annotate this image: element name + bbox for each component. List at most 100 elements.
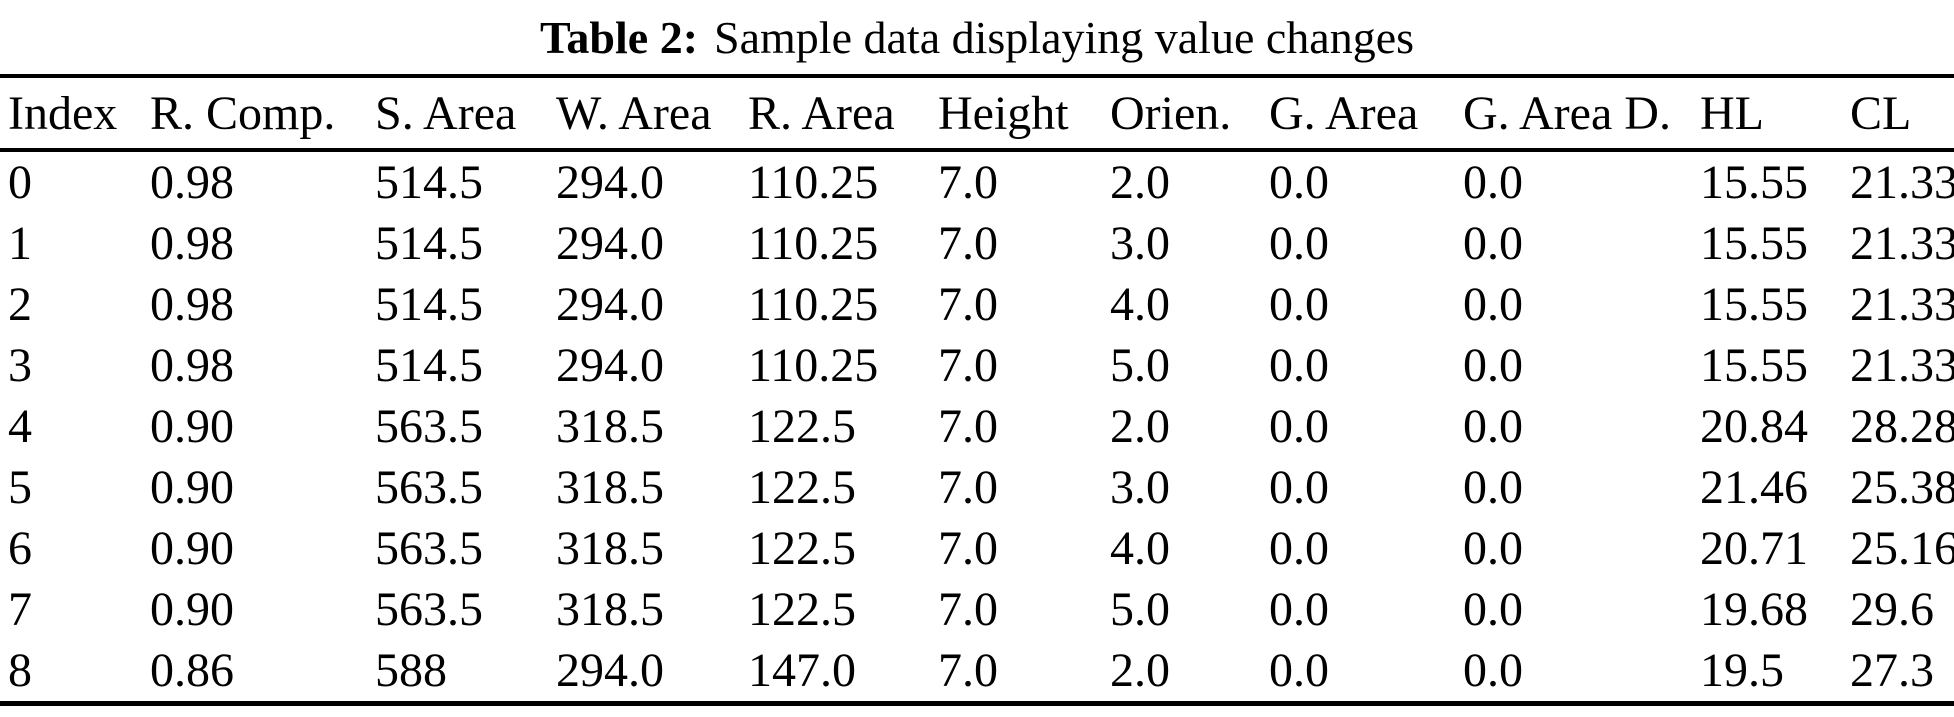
table-cell: 318.5 xyxy=(556,522,664,575)
table-cell: 0.0 xyxy=(1269,278,1329,331)
table-cell: 294.0 xyxy=(556,156,664,209)
table-cell: 0.0 xyxy=(1463,522,1523,575)
table-cell: 318.5 xyxy=(556,583,664,636)
table-cell: 0.98 xyxy=(150,278,234,331)
table-cell: 147.0 xyxy=(748,644,856,697)
table-cell: 563.5 xyxy=(375,583,483,636)
table-cell: 514.5 xyxy=(375,278,483,331)
column-header-r-area: R. Area xyxy=(748,76,938,152)
table-cell: 0.0 xyxy=(1269,461,1329,514)
table-cell: 0.0 xyxy=(1269,400,1329,453)
table-cell: 563.5 xyxy=(375,522,483,575)
table-cell: 2.0 xyxy=(1110,644,1170,697)
table-cell: 8 xyxy=(8,644,32,697)
table-cell: 15.55 xyxy=(1700,156,1808,209)
table-cell: 28.28 xyxy=(1850,400,1954,453)
table-cell: 294.0 xyxy=(556,644,664,697)
column-header-w-area: W. Area xyxy=(556,76,748,152)
table-cell: 0.0 xyxy=(1269,217,1329,270)
table-cell: 0.0 xyxy=(1463,339,1523,392)
table-cell: 5.0 xyxy=(1110,339,1170,392)
sample-data-table: Index R. Comp. S. Area W. Area R. Area H… xyxy=(0,74,1954,706)
table-cell: 563.5 xyxy=(375,461,483,514)
table-cell: 0.0 xyxy=(1269,339,1329,392)
table-cell: 3.0 xyxy=(1110,461,1170,514)
table-cell: 0.0 xyxy=(1463,400,1523,453)
table-cell: 21.46 xyxy=(1700,461,1808,514)
table-cell: 0.90 xyxy=(150,400,234,453)
table-cell: 563.5 xyxy=(375,400,483,453)
table-cell: 7.0 xyxy=(938,522,998,575)
table-cell: 20.84 xyxy=(1700,400,1808,453)
table-cell: 4.0 xyxy=(1110,522,1170,575)
table-cell: 20.71 xyxy=(1700,522,1808,575)
table-cell: 318.5 xyxy=(556,400,664,453)
table-cell: 25.16 xyxy=(1850,522,1954,575)
table-cell: 0.98 xyxy=(150,339,234,392)
table-cell: 0.0 xyxy=(1269,522,1329,575)
table-body: 0 0.98 514.5 294.0 110.25 7.0 2.0 0.0 0.0 15.55 21… xyxy=(0,150,1954,704)
table-cell: 0.90 xyxy=(150,461,234,514)
table-cell: 0.0 xyxy=(1463,278,1523,331)
table-cell: 0.0 xyxy=(1269,156,1329,209)
table-cell: 2 xyxy=(8,278,32,331)
table-cell: 0.0 xyxy=(1463,461,1523,514)
table-cell: 1 xyxy=(8,217,32,270)
table-cell: 4.0 xyxy=(1110,278,1170,331)
table-cell: 294.0 xyxy=(556,339,664,392)
table-cell: 15.55 xyxy=(1700,217,1808,270)
table-row: 6 0.90 563.5 318.5 122.5 7.0 4.0 0.0 0.0 20.71 25.… xyxy=(0,518,1954,579)
table-cell: 15.55 xyxy=(1700,339,1808,392)
table-cell: 122.5 xyxy=(748,522,856,575)
column-header-g-area-d: G. Area D. xyxy=(1463,76,1700,152)
table-row: 1 0.98 514.5 294.0 110.25 7.0 3.0 0.0 0.0 15.55 21… xyxy=(0,213,1954,274)
table-cell: 21.33 xyxy=(1850,217,1954,270)
table-cell: 21.33 xyxy=(1850,339,1954,392)
table-cell: 0.0 xyxy=(1463,583,1523,636)
table-cell: 122.5 xyxy=(748,583,856,636)
table-cell: 7 xyxy=(8,583,32,636)
table-cell: 588 xyxy=(375,644,447,697)
table-cell: 7.0 xyxy=(938,217,998,270)
table-cell: 514.5 xyxy=(375,217,483,270)
table-cell: 15.55 xyxy=(1700,278,1808,331)
table-cell: 7.0 xyxy=(938,278,998,331)
table-cell: 5.0 xyxy=(1110,583,1170,636)
table-cell: 0.86 xyxy=(150,644,234,697)
table-row: 5 0.90 563.5 318.5 122.5 7.0 3.0 0.0 0.0 21.46 25.… xyxy=(0,457,1954,518)
table-cell: 19.5 xyxy=(1700,644,1784,697)
table-cell: 2.0 xyxy=(1110,400,1170,453)
table-cell: 0.0 xyxy=(1463,217,1523,270)
table-cell: 0.0 xyxy=(1463,156,1523,209)
column-header-hl: HL xyxy=(1700,76,1850,152)
table-cell: 27.3 xyxy=(1850,644,1934,697)
table-cell: 110.25 xyxy=(748,278,879,331)
table-caption-label: Table 2: xyxy=(539,11,699,63)
table-cell: 6 xyxy=(8,522,32,575)
table-cell: 0.0 xyxy=(1463,644,1523,697)
table-cell: 5 xyxy=(8,461,32,514)
table-cell: 514.5 xyxy=(375,339,483,392)
table-cell: 3 xyxy=(8,339,32,392)
table-row: 7 0.90 563.5 318.5 122.5 7.0 5.0 0.0 0.0 19.68 29.… xyxy=(0,579,1954,640)
table-cell: 514.5 xyxy=(375,156,483,209)
table-cell: 7.0 xyxy=(938,339,998,392)
column-header-r-comp: R. Comp. xyxy=(150,76,375,152)
column-header-orien: Orien. xyxy=(1110,76,1269,152)
table-cell: 7.0 xyxy=(938,156,998,209)
table-cell: 7.0 xyxy=(938,400,998,453)
table-cell: 0.0 xyxy=(1269,644,1329,697)
table-cell: 0.98 xyxy=(150,156,234,209)
table-cell: 0.0 xyxy=(1269,583,1329,636)
table-cell: 7.0 xyxy=(938,644,998,697)
table-cell: 25.38 xyxy=(1850,461,1954,514)
table-cell: 318.5 xyxy=(556,461,664,514)
table-row: 8 0.86 588 294.0 147.0 7.0 2.0 0.0 0.0 19.5 27.3 xyxy=(0,640,1954,704)
column-header-s-area: S. Area xyxy=(375,76,556,152)
table-cell: 0 xyxy=(8,156,32,209)
table-cell: 122.5 xyxy=(748,461,856,514)
table-cell: 0.90 xyxy=(150,583,234,636)
column-header-height: Height xyxy=(938,76,1110,152)
table-row: 3 0.98 514.5 294.0 110.25 7.0 5.0 0.0 0.0 15.55 21… xyxy=(0,335,1954,396)
table-cell: 4 xyxy=(8,400,32,453)
